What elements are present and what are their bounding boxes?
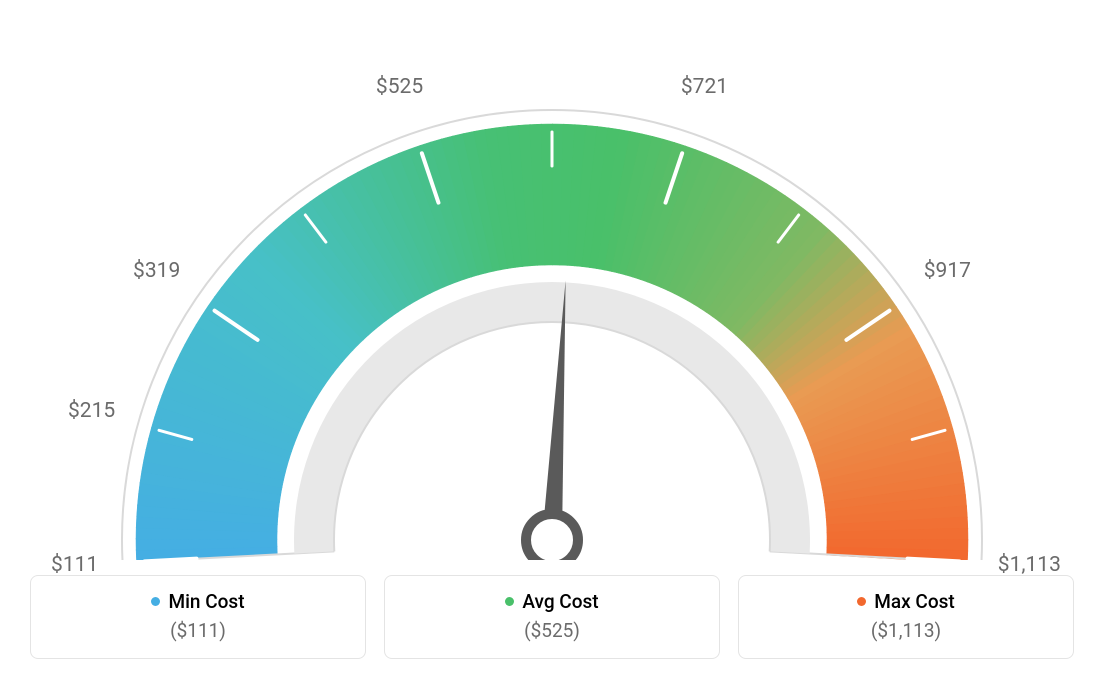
gauge-tick-label: $917 xyxy=(924,259,971,283)
legend-title-avg: Avg Cost xyxy=(505,590,598,613)
gauge-tick-label: $1,113 xyxy=(998,553,1061,577)
legend-title-text-avg: Avg Cost xyxy=(522,590,598,613)
legend-value-min: ($111) xyxy=(31,619,365,642)
legend-card-min: Min Cost ($111) xyxy=(30,575,366,659)
legend-title-max: Max Cost xyxy=(857,590,954,613)
legend-row: Min Cost ($111) Avg Cost ($525) Max Cost… xyxy=(0,575,1104,659)
legend-dot-max xyxy=(857,597,866,606)
legend-card-max: Max Cost ($1,113) xyxy=(738,575,1074,659)
gauge-tick-label: $111 xyxy=(51,553,98,577)
legend-dot-min xyxy=(151,597,160,606)
gauge-tick-label: $721 xyxy=(681,75,728,99)
legend-value-max: ($1,113) xyxy=(739,619,1073,642)
legend-value-avg: ($525) xyxy=(385,619,719,642)
gauge-tick-label: $215 xyxy=(68,399,115,423)
gauge-tick-label: $319 xyxy=(133,259,180,283)
gauge-chart: $111$215$319$525$721$917$1,113 xyxy=(0,0,1104,560)
legend-card-avg: Avg Cost ($525) xyxy=(384,575,720,659)
legend-title-text-max: Max Cost xyxy=(874,590,954,613)
legend-dot-avg xyxy=(505,597,514,606)
legend-title-min: Min Cost xyxy=(151,590,244,613)
gauge-tick-label: $525 xyxy=(376,75,423,99)
legend-title-text-min: Min Cost xyxy=(168,590,244,613)
